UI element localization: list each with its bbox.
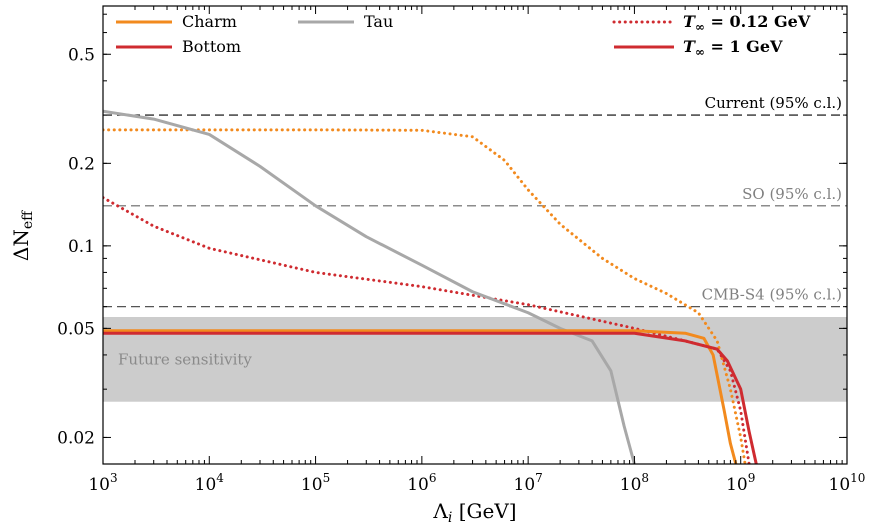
x-tick-label: 107 [514, 471, 543, 495]
y-axis-label-sub: eff [20, 210, 36, 229]
legend-label: T∞ = 1 GeV [683, 37, 783, 59]
series-layer [103, 109, 758, 464]
x-axis-label-main: Λ [432, 499, 448, 523]
x-axis-label: Λi [GeV] [432, 499, 516, 526]
x-tick-label: 108 [620, 471, 649, 495]
ticks [102, 6, 848, 464]
x-tick-label: 105 [301, 471, 330, 495]
legend-label: T∞ = 0.12 GeV [683, 12, 811, 34]
y-axis-label: ΔNeff [9, 210, 36, 261]
x-axis-label-sub: i [448, 510, 452, 526]
x-tick-label: 103 [88, 471, 117, 495]
x-tick-label: 104 [195, 471, 225, 495]
future-sensitivity-label: Future sensitivity [118, 350, 252, 368]
legend-temperature: T∞ = 0.12 GeV T∞ = 1 GeV [612, 12, 811, 59]
reference-line-label: Current (95% c.l.) [705, 94, 842, 112]
y-tick-label: 0.05 [57, 319, 95, 339]
tick-labels: 103 104 105 106 107 108 109 1010 0.02 0.05 0.1 0.2 0… [57, 45, 865, 495]
x-axis-label-unit: [GeV] [452, 499, 516, 523]
x-tick-label: 106 [407, 471, 436, 495]
legend-species: Charm Bottom Tau [116, 12, 393, 56]
y-tick-label: 0.02 [57, 428, 95, 448]
series-line [103, 331, 758, 464]
reference-lines: Current (95% c.l.) SO (95% c.l.) CMB-S4 (9… [103, 94, 847, 308]
legend-label: Charm [182, 12, 237, 31]
y-axis-label-main: ΔN [9, 229, 33, 261]
y-tick-label: 0.1 [68, 237, 95, 257]
x-tick-label: 109 [726, 471, 755, 495]
plot-frame [102, 5, 848, 465]
y-tick-label: 0.5 [68, 45, 95, 65]
reference-line-label: CMB-S4 (95% c.l.) [702, 286, 842, 304]
reference-line-label: SO (95% c.l.) [742, 185, 842, 203]
legend-label: Tau [364, 12, 393, 31]
legend-label: Bottom [182, 37, 241, 56]
series-line [103, 128, 747, 464]
y-tick-label: 0.2 [68, 154, 95, 174]
series-line [103, 109, 636, 464]
x-tick-label: 1010 [829, 471, 866, 495]
